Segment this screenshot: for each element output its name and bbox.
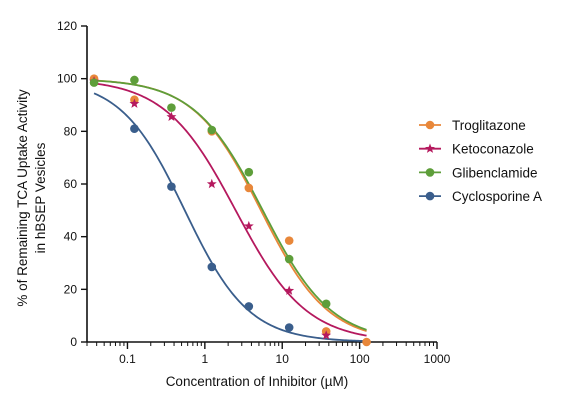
data-point bbox=[284, 285, 295, 295]
legend-entry: Cyclosporine A bbox=[452, 189, 542, 204]
data-point bbox=[167, 103, 176, 112]
y-axis-title-line-1: % of Remaining TCA Uptake Activity bbox=[15, 89, 30, 307]
y-tick-label: 40 bbox=[64, 230, 78, 244]
fit-curve bbox=[94, 79, 367, 331]
legend-marker bbox=[425, 191, 435, 201]
legend-marker bbox=[425, 120, 435, 130]
y-tick-label: 80 bbox=[64, 124, 78, 138]
data-points bbox=[89, 74, 371, 347]
data-point bbox=[284, 323, 294, 332]
data-point bbox=[243, 220, 254, 231]
y-tick-label: 20 bbox=[64, 282, 78, 296]
data-point bbox=[130, 75, 139, 85]
data-point bbox=[284, 254, 294, 264]
data-point bbox=[166, 111, 177, 122]
data-point bbox=[244, 183, 254, 193]
legend-marker bbox=[425, 143, 435, 153]
y-tick-label: 120 bbox=[57, 19, 77, 33]
fit-curve bbox=[93, 92, 367, 342]
data-point bbox=[129, 98, 140, 108]
data-point bbox=[244, 302, 254, 311]
y-axis-title-line-2: in hBSEP Vesicles bbox=[33, 142, 48, 253]
legend: Troglitazone Ketoconazole Glibenclamide Cyc… bbox=[419, 118, 542, 204]
data-point bbox=[207, 262, 217, 272]
legend-entry: Ketoconazole bbox=[452, 142, 534, 157]
data-point bbox=[207, 125, 217, 135]
x-tick-label: 1 bbox=[202, 352, 209, 366]
fit-curve bbox=[93, 82, 367, 337]
x-tick-label: 0.1 bbox=[119, 352, 136, 366]
data-point bbox=[244, 167, 254, 177]
legend-entry: Glibenclamide bbox=[452, 165, 538, 180]
data-point bbox=[130, 124, 139, 133]
x-tick-label: 10 bbox=[276, 352, 290, 366]
legend-marker bbox=[425, 168, 435, 177]
axes: 0 20 40 60 80 100 120 0.1 1 10 100 1000 bbox=[57, 19, 451, 366]
data-point bbox=[206, 178, 217, 189]
legend-entry: Troglitazone bbox=[452, 118, 526, 133]
data-point bbox=[89, 78, 99, 87]
data-point bbox=[321, 330, 332, 340]
data-point bbox=[167, 182, 176, 191]
fit-curves bbox=[93, 79, 367, 342]
data-point bbox=[321, 299, 331, 309]
data-point bbox=[284, 236, 294, 245]
x-axis-title: Concentration of Inhibitor (µM) bbox=[166, 374, 349, 389]
y-tick-label: 0 bbox=[70, 335, 77, 349]
fit-curve bbox=[93, 79, 367, 332]
x-tick-label: 1000 bbox=[424, 352, 451, 366]
y-tick-label: 60 bbox=[64, 177, 78, 191]
x-tick-label: 100 bbox=[350, 352, 370, 366]
y-tick-label: 100 bbox=[57, 72, 77, 86]
data-point bbox=[362, 337, 371, 347]
